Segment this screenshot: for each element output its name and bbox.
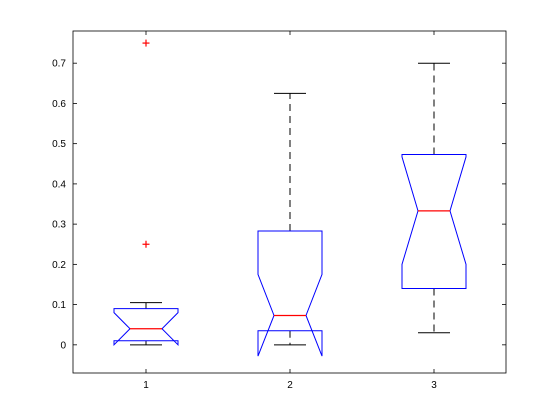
y-tick-label: 0.6	[52, 99, 66, 110]
x-tick-label: 2	[287, 380, 293, 391]
y-tick-label: 0.4	[52, 179, 66, 190]
x-tick-label: 1	[143, 380, 149, 391]
y-tick-label: 0.1	[52, 300, 66, 311]
y-tick-label: 0	[60, 340, 66, 351]
y-tick-label: 0.3	[52, 220, 66, 231]
x-tick-label: 3	[431, 380, 437, 391]
y-tick-label: 0.7	[52, 59, 66, 70]
y-tick-label: 0.5	[52, 139, 66, 150]
y-tick-label: 0.2	[52, 260, 66, 271]
